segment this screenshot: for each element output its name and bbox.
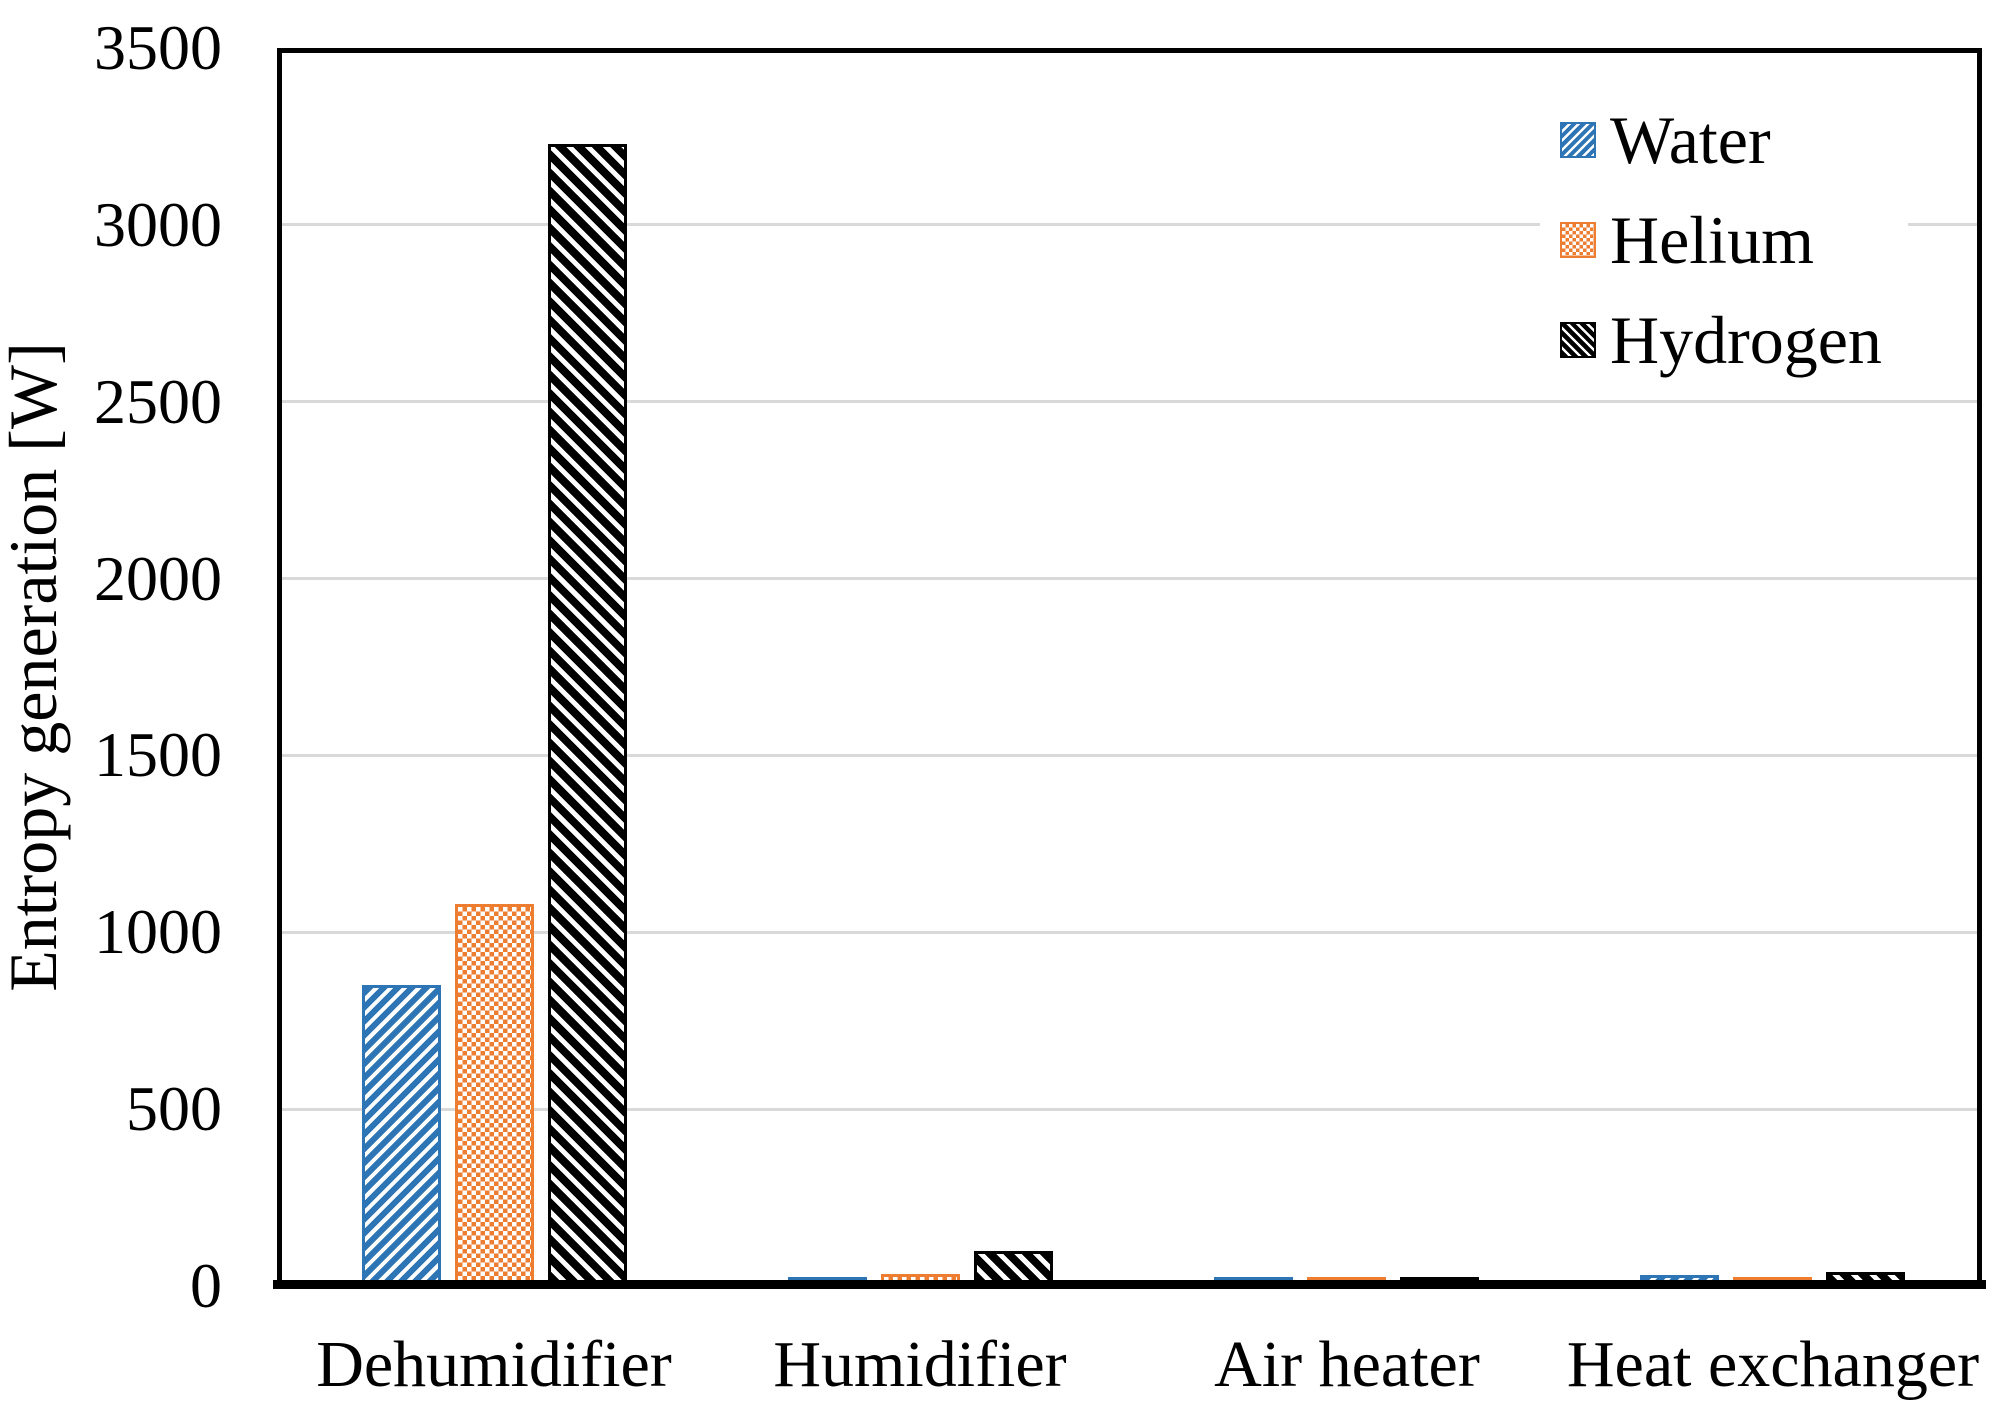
y-tick-label-3500: 3500 xyxy=(94,12,222,83)
legend-label-hydrogen: Hydrogen xyxy=(1610,302,1882,378)
legend-item-helium: Helium xyxy=(1560,202,1882,278)
y-tick-label-3000: 3000 xyxy=(94,189,222,260)
legend-key-helium-icon xyxy=(1560,222,1596,258)
chart-legend: Water Helium Hydrogen xyxy=(1540,92,1908,380)
gridline-1000 xyxy=(277,931,1982,934)
legend-item-water: Water xyxy=(1560,102,1882,178)
plot-border-right xyxy=(1977,48,1982,1286)
y-tick-label-2000: 2000 xyxy=(94,543,222,614)
legend-label-water: Water xyxy=(1610,102,1771,178)
bar-hydrogen-dehumidifier xyxy=(548,144,627,1286)
plot-border-top xyxy=(277,48,1982,53)
gridline-3000 xyxy=(277,223,1982,226)
legend-key-hydrogen-icon xyxy=(1560,322,1596,358)
y-tick-label-500: 500 xyxy=(126,1073,222,1144)
plot-border-left xyxy=(277,48,282,1286)
y-tick-label-2500: 2500 xyxy=(94,366,222,437)
legend-label-helium: Helium xyxy=(1610,202,1814,278)
gridline-2000 xyxy=(277,577,1982,580)
gridline-1500 xyxy=(277,754,1982,757)
x-category-label-air-heater: Air heater xyxy=(1214,1328,1480,1401)
y-tick-label-1500: 1500 xyxy=(94,719,222,790)
legend-item-hydrogen: Hydrogen xyxy=(1560,302,1882,378)
x-category-label-dehumidifier: Dehumidifier xyxy=(316,1328,672,1401)
gridline-500 xyxy=(277,1108,1982,1111)
legend-key-water-icon xyxy=(1560,122,1596,158)
x-axis-line xyxy=(273,1280,1986,1289)
y-axis-title: Entropy generation [W] xyxy=(0,342,71,992)
plot-area xyxy=(277,48,1982,1286)
bar-helium-dehumidifier xyxy=(455,904,534,1286)
x-category-label-humidifier: Humidifier xyxy=(773,1328,1067,1401)
gridline-2500 xyxy=(277,400,1982,403)
y-tick-label-1000: 1000 xyxy=(94,896,222,967)
y-tick-label-0: 0 xyxy=(190,1250,222,1321)
x-category-label-heat-exchanger: Heat exchanger xyxy=(1566,1328,1980,1401)
bar-water-dehumidifier xyxy=(362,985,441,1286)
